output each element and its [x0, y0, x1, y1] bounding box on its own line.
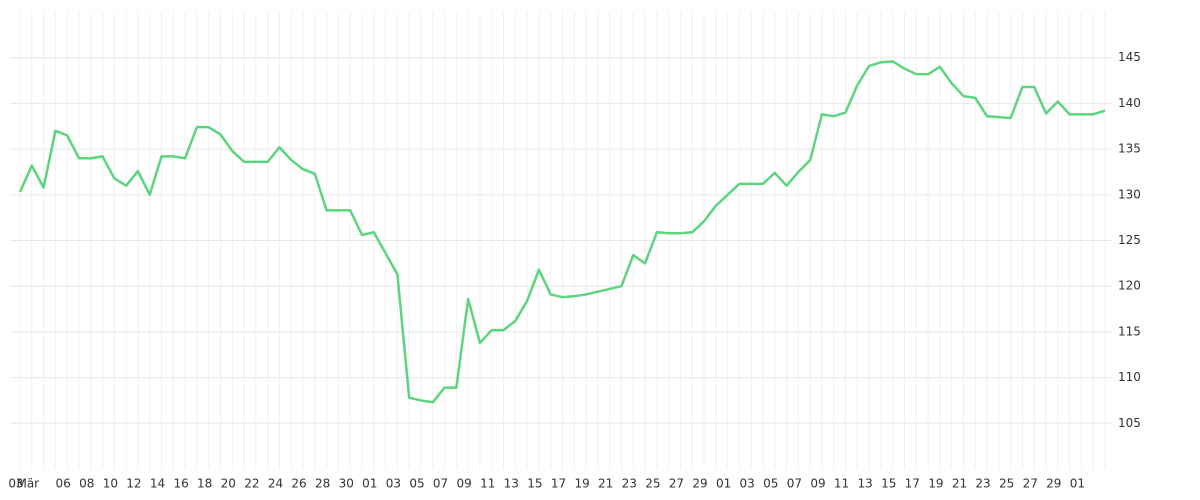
x-tick-label: 28 [315, 477, 330, 491]
x-tick-label: 13 [504, 477, 519, 491]
y-tick-label: 140 [1118, 96, 1141, 110]
x-tick-label: 12 [126, 477, 141, 491]
x-tick-label: 26 [291, 477, 306, 491]
x-tick-label: 03 [740, 477, 755, 491]
y-tick-label: 135 [1118, 142, 1141, 156]
y-tick-label: 130 [1118, 187, 1141, 201]
x-tick-label: 29 [692, 477, 707, 491]
x-tick-label: 16 [173, 477, 188, 491]
x-tick-label: 07 [433, 477, 448, 491]
x-tick-label: 14 [150, 477, 165, 491]
x-tick-label: 21 [598, 477, 613, 491]
x-tick-label: 21 [952, 477, 967, 491]
x-tick-label: 09 [810, 477, 825, 491]
x-tick-label: 03 [8, 477, 23, 491]
x-tick-label: 09 [457, 477, 472, 491]
x-tick-label: 23 [622, 477, 637, 491]
x-tick-label: 11 [834, 477, 849, 491]
x-tick-label: 05 [409, 477, 424, 491]
x-tick-label: 06 [56, 477, 71, 491]
x-tick-label: 03 [386, 477, 401, 491]
x-tick-label: 07 [787, 477, 802, 491]
x-tick-label: 10 [103, 477, 118, 491]
x-tick-label: 24 [268, 477, 283, 491]
x-tick-label: 01 [1070, 477, 1085, 491]
x-tick-label: 01 [716, 477, 731, 491]
x-tick-label: 30 [339, 477, 354, 491]
x-tick-label: 15 [881, 477, 896, 491]
x-tick-label: 20 [221, 477, 236, 491]
x-tick-label: 25 [645, 477, 660, 491]
y-tick-label: 125 [1118, 233, 1141, 247]
x-tick-label: 25 [999, 477, 1014, 491]
y-tick-label: 120 [1118, 279, 1141, 293]
x-tick-label: 19 [928, 477, 943, 491]
x-tick-label: 19 [574, 477, 589, 491]
x-tick-label: 08 [79, 477, 94, 491]
x-tick-label: 11 [480, 477, 495, 491]
x-tick-label: 22 [244, 477, 259, 491]
x-tick-label: 27 [669, 477, 684, 491]
y-tick-label: 105 [1118, 416, 1141, 430]
x-tick-label: 17 [551, 477, 566, 491]
x-tick-label: 05 [763, 477, 778, 491]
line [18, 60, 1106, 404]
x-tick-label: 01 [362, 477, 377, 491]
x-tick-label: Mär [16, 477, 39, 491]
y-tick-label: 145 [1118, 50, 1141, 64]
x-tick-label: 13 [857, 477, 872, 491]
y-tick-label: 115 [1118, 324, 1141, 338]
x-tick-label: 18 [197, 477, 212, 491]
x-tick-label: 17 [905, 477, 920, 491]
x-tick-label: 27 [1023, 477, 1038, 491]
x-tick-label: 29 [1046, 477, 1061, 491]
x-tick-label: 23 [975, 477, 990, 491]
x-tick-label: 15 [527, 477, 542, 491]
y-tick-label: 110 [1118, 370, 1141, 384]
